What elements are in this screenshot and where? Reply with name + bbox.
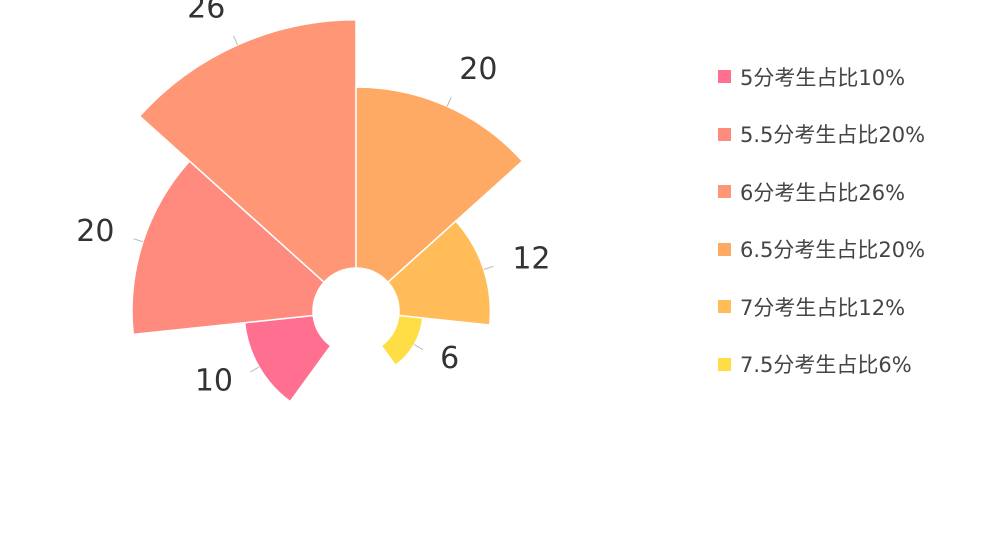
data-label: 12 bbox=[512, 242, 550, 277]
rose-slice[interactable] bbox=[380, 314, 424, 367]
legend-swatch bbox=[718, 127, 731, 141]
legend-label: 5.5分考生占比20% bbox=[740, 123, 926, 148]
leader-lines bbox=[133, 35, 494, 373]
legend-swatch bbox=[718, 185, 731, 199]
legend-label: 5分考生占比10% bbox=[740, 65, 906, 90]
legend-item[interactable]: 6.5分考生占比20% bbox=[718, 221, 925, 279]
legend-item[interactable]: 5.5分考生占比20% bbox=[718, 106, 925, 164]
data-label: 6 bbox=[440, 341, 459, 376]
legend-swatch bbox=[718, 300, 731, 314]
rose-slice[interactable] bbox=[138, 19, 357, 284]
leader-line bbox=[446, 97, 452, 107]
legend-item[interactable]: 7分考生占比12% bbox=[718, 278, 925, 336]
leader-line bbox=[413, 344, 424, 351]
data-labels: 10 20 26 20 12 6 bbox=[76, 0, 550, 399]
leader-line bbox=[250, 366, 260, 373]
data-label: 20 bbox=[76, 214, 114, 249]
leader-line bbox=[483, 265, 494, 270]
legend-swatch bbox=[718, 70, 731, 84]
slices bbox=[131, 19, 524, 403]
data-label: 26 bbox=[187, 0, 225, 26]
legend-label: 6分考生占比26% bbox=[740, 180, 906, 205]
legend-item[interactable]: 6分考生占比26% bbox=[718, 163, 925, 221]
data-label: 20 bbox=[459, 52, 497, 87]
legend-label: 6.5分考生占比20% bbox=[740, 238, 926, 263]
leader-line bbox=[133, 238, 144, 243]
rose-slice[interactable] bbox=[131, 160, 326, 336]
data-label: 10 bbox=[195, 364, 233, 399]
legend-label: 7分考生占比12% bbox=[740, 295, 906, 320]
legend-swatch bbox=[718, 357, 731, 371]
rose-slice[interactable] bbox=[243, 314, 332, 403]
rose-slice[interactable] bbox=[386, 220, 492, 326]
legend-item[interactable]: 7.5分考生占比6% bbox=[718, 336, 925, 394]
rose-slice[interactable] bbox=[355, 86, 524, 284]
legend-item[interactable]: 5分考生占比10% bbox=[718, 48, 925, 106]
leader-line bbox=[233, 35, 239, 46]
legend-swatch bbox=[718, 242, 731, 256]
legend-label: 7.5分考生占比6% bbox=[740, 353, 912, 378]
legend: 5分考生占比10% 5.5分考生占比20% 6分考生占比26% 6.5分考生占比… bbox=[718, 48, 925, 393]
